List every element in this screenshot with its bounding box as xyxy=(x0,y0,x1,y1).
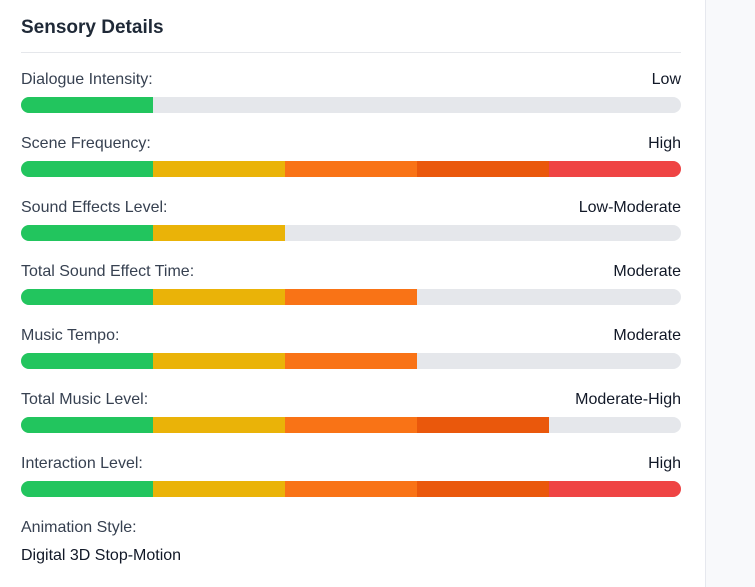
level-bar xyxy=(21,225,681,241)
level-bar-segment xyxy=(417,161,549,177)
metric-label: Scene Frequency: xyxy=(21,135,151,152)
metric-row: Sound Effects Level: Low-Moderate xyxy=(21,181,681,245)
level-bar-segment xyxy=(549,161,681,177)
metric-row: Interaction Level: High xyxy=(21,437,681,501)
level-bar-segment xyxy=(21,161,153,177)
metric-row: Dialogue Intensity: Low xyxy=(21,53,681,117)
level-bar-segment xyxy=(153,161,285,177)
level-bar-segment xyxy=(21,417,153,433)
level-bar xyxy=(21,161,681,177)
level-bar-segment xyxy=(153,225,285,241)
animation-style-value: Digital 3D Stop-Motion xyxy=(21,547,182,564)
metric-row: Total Music Level: Moderate-High xyxy=(21,373,681,437)
metric-label: Music Tempo: xyxy=(21,327,120,344)
metric-row-head: Interaction Level: High xyxy=(21,455,681,473)
level-bar-segment xyxy=(153,289,285,305)
metric-row-head: Total Sound Effect Time: Moderate xyxy=(21,263,681,281)
metric-row: Total Sound Effect Time: Moderate xyxy=(21,245,681,309)
metric-value: Low xyxy=(651,71,681,88)
metric-row-head: Total Music Level: Moderate-High xyxy=(21,391,681,409)
metric-value: High xyxy=(648,135,681,152)
metric-value: Moderate-High xyxy=(575,391,681,408)
metric-row-head: Scene Frequency: High xyxy=(21,135,681,153)
metric-row: Music Tempo: Moderate xyxy=(21,309,681,373)
metric-value: Low-Moderate xyxy=(578,199,681,216)
level-bar-segment xyxy=(285,289,417,305)
level-bar xyxy=(21,481,681,497)
level-bar-segment xyxy=(417,417,549,433)
level-bar-segment xyxy=(285,481,417,497)
level-bar xyxy=(21,289,681,305)
level-bar-segment xyxy=(285,417,417,433)
level-bar xyxy=(21,417,681,433)
right-gutter xyxy=(705,0,755,587)
metric-label: Sound Effects Level: xyxy=(21,199,168,216)
metric-label: Interaction Level: xyxy=(21,455,143,472)
animation-style-label: Animation Style: xyxy=(21,519,137,536)
metric-row-head: Music Tempo: Moderate xyxy=(21,327,681,345)
metrics-list: Dialogue Intensity: Low Scene Frequency: Hi… xyxy=(21,53,681,501)
metric-row-head: Dialogue Intensity: Low xyxy=(21,71,681,89)
level-bar-segment xyxy=(153,481,285,497)
level-bar xyxy=(21,353,681,369)
metric-value: Moderate xyxy=(613,263,681,280)
metric-row-head: Sound Effects Level: Low-Moderate xyxy=(21,199,681,217)
panel-title: Sensory Details xyxy=(21,17,164,38)
sensory-details-panel: Sensory Details Dialogue Intensity: Low Sc… xyxy=(21,0,681,564)
panel-header: Sensory Details xyxy=(21,0,681,53)
level-bar xyxy=(21,97,681,113)
level-bar-segment xyxy=(285,353,417,369)
level-bar-segment xyxy=(21,225,153,241)
level-bar-segment xyxy=(153,417,285,433)
level-bar-segment xyxy=(549,481,681,497)
metric-value: Moderate xyxy=(613,327,681,344)
metric-label: Total Music Level: xyxy=(21,391,149,408)
level-bar-segment xyxy=(21,97,153,113)
level-bar-segment xyxy=(417,481,549,497)
level-bar-segment xyxy=(285,161,417,177)
metric-label: Total Sound Effect Time: xyxy=(21,263,195,280)
level-bar-segment xyxy=(21,289,153,305)
metric-value: High xyxy=(648,455,681,472)
level-bar-segment xyxy=(153,353,285,369)
level-bar-segment xyxy=(21,353,153,369)
level-bar-segment xyxy=(21,481,153,497)
metric-row: Scene Frequency: High xyxy=(21,117,681,181)
metric-label: Dialogue Intensity: xyxy=(21,71,153,88)
